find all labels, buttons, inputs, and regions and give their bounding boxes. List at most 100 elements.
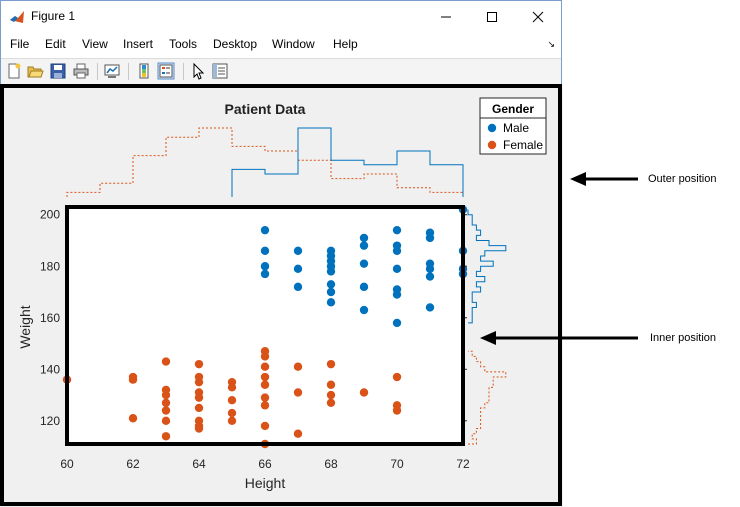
legend-title: Gender — [492, 102, 534, 116]
female-height-histogram — [66, 127, 464, 197]
maximize-button[interactable] — [469, 1, 515, 32]
male-data-point — [293, 282, 303, 292]
outer-position-arrow-icon — [570, 172, 586, 186]
male-data-point — [392, 225, 402, 235]
y-tick-label: 140 — [40, 362, 60, 376]
female-data-point — [128, 375, 138, 384]
male-data-point — [359, 233, 369, 243]
print-icon[interactable] — [72, 62, 90, 80]
female-data-point — [227, 383, 237, 392]
female-data-point — [227, 416, 237, 426]
male-data-point — [425, 264, 435, 274]
x-tick-label: 68 — [324, 457, 338, 471]
female-data-point — [161, 406, 171, 415]
y-tick-label: 180 — [40, 259, 60, 273]
female-data-point — [194, 403, 204, 413]
x-tick-label: 66 — [258, 457, 272, 471]
toolbar-separator — [128, 63, 129, 80]
toolbar — [1, 58, 561, 85]
close-icon — [532, 11, 544, 22]
x-tick-label: 60 — [60, 457, 74, 471]
dock-arrow-icon[interactable]: ↘ — [547, 39, 555, 49]
inner-position-label: Inner position — [650, 332, 717, 344]
female-data-point — [260, 380, 270, 389]
axis-ticks: 60 62 64 66 68 70 72 120 140 160 180 200 — [40, 208, 470, 471]
menu-insert[interactable]: Insert — [123, 37, 154, 51]
y-tick-label: 120 — [40, 414, 60, 428]
female-data-point — [260, 352, 270, 361]
female-data-point — [194, 377, 204, 387]
x-tick-label: 64 — [192, 457, 206, 471]
female-data-point — [194, 424, 204, 433]
female-data-point — [161, 416, 171, 426]
edit-plot-arrow-icon[interactable] — [189, 62, 207, 80]
female-data-point — [260, 362, 270, 371]
menu-window[interactable]: Window — [272, 37, 315, 51]
y-axis-label: Weight — [17, 305, 33, 348]
inner-position-frame — [65, 205, 465, 446]
male-data-point — [359, 241, 369, 250]
insert-colorbar-icon[interactable] — [135, 62, 153, 80]
toolbar-separator — [97, 63, 98, 80]
female-data-point — [128, 414, 138, 423]
female-data-point — [161, 432, 171, 441]
save-icon[interactable] — [49, 62, 67, 80]
male-data-point — [392, 264, 402, 274]
female-data-point — [326, 359, 336, 369]
x-tick-label: 70 — [390, 457, 404, 471]
maximize-icon — [487, 11, 497, 22]
link-plot-icon[interactable] — [103, 62, 121, 80]
toolbar-separator — [183, 63, 184, 80]
window-title: Figure 1 — [31, 9, 76, 23]
female-data-point — [293, 362, 303, 371]
male-data-point — [359, 259, 369, 268]
male-data-point — [326, 280, 336, 289]
male-data-point — [326, 287, 336, 297]
right-histogram — [467, 209, 507, 445]
menu-view[interactable]: View — [82, 37, 108, 51]
inner-position-annotation — [480, 331, 638, 345]
minimize-button[interactable] — [423, 1, 469, 32]
male-data-point — [293, 264, 303, 274]
y-tick-label: 200 — [40, 208, 60, 222]
female-data-point — [260, 372, 270, 382]
legend-entry-female: Female — [503, 138, 543, 152]
male-data-point — [425, 303, 435, 312]
female-data-point — [326, 380, 336, 389]
male-data-point — [326, 298, 336, 307]
insert-legend-icon[interactable] — [157, 62, 175, 80]
property-inspector-icon[interactable] — [211, 62, 229, 80]
male-data-point — [359, 282, 369, 292]
female-data-point — [326, 398, 336, 407]
menu-tools[interactable]: Tools — [169, 37, 198, 51]
female-data-point — [161, 357, 171, 366]
female-data-point — [161, 398, 171, 407]
female-data-point — [260, 401, 270, 410]
female-data-point — [161, 390, 171, 400]
male-weight-histogram — [467, 209, 507, 324]
female-data-point — [392, 372, 402, 382]
legend-female-marker — [487, 140, 497, 150]
menu-file[interactable]: File — [10, 37, 30, 51]
menu-help[interactable]: Help — [333, 37, 358, 51]
close-button[interactable] — [515, 1, 561, 32]
x-tick-label: 62 — [126, 457, 140, 471]
menu-edit[interactable]: Edit — [45, 37, 66, 51]
female-data-point — [227, 396, 237, 405]
x-axis-label: Height — [245, 475, 286, 491]
female-data-point — [392, 406, 402, 415]
y-tick-label: 160 — [40, 311, 60, 325]
male-data-point — [359, 305, 369, 315]
menu-desktop[interactable]: Desktop — [213, 37, 258, 51]
legend-entry-male: Male — [503, 121, 529, 135]
male-data-point — [326, 267, 336, 276]
female-data-point — [293, 388, 303, 397]
female-data-point — [359, 388, 369, 397]
female-data-point — [194, 393, 204, 402]
new-figure-icon[interactable] — [5, 62, 23, 80]
legend[interactable]: Gender Male Female — [479, 97, 547, 155]
open-file-icon[interactable] — [26, 62, 44, 80]
title-bar[interactable]: Figure 1 — [1, 1, 561, 32]
female-weight-histogram — [468, 350, 507, 445]
